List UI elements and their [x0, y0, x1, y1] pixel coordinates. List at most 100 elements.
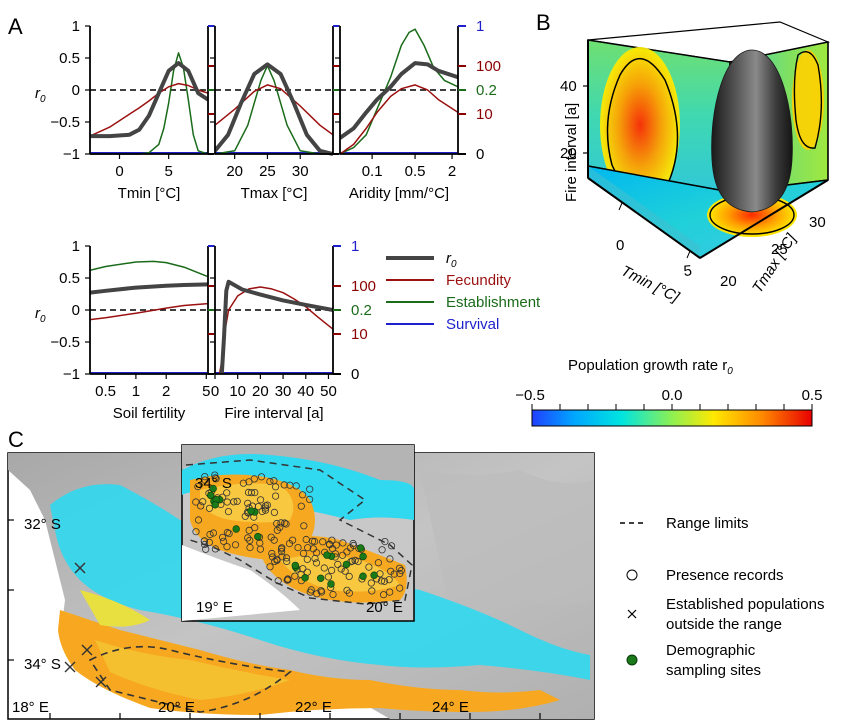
- series-soil-fecundity: [90, 302, 208, 321]
- series-fire-r0: [219, 279, 333, 375]
- component-tick-label: 0: [351, 366, 359, 383]
- y-tick-label: 0.5: [59, 50, 80, 67]
- y-tick-label: −0.5: [50, 114, 80, 131]
- component-tick-label: 100: [351, 278, 376, 295]
- plot-aridity: 0.1 0.5 2 Aridity [mm/°C]: [335, 25, 459, 202]
- b-xtick-0: 0: [616, 237, 624, 254]
- y-tick-label: 0: [72, 82, 80, 99]
- panel-d-inset: 34° S 19° E 20° E: [181, 444, 415, 622]
- series-soil-r0: [90, 282, 208, 295]
- b-ztick-20: 20: [720, 273, 737, 290]
- series-tmin-establishment: [90, 52, 208, 155]
- x-label-soil: Soil fertility: [113, 405, 186, 422]
- x-label-tmax: Tmax [°C]: [241, 185, 308, 202]
- legend-c-item: Range limits: [620, 515, 749, 532]
- component-tick-label: 10: [351, 326, 368, 343]
- legend-a-label: Establishment: [446, 294, 541, 311]
- map-lat-34: 34° S: [24, 656, 61, 673]
- x-tick-label: 5: [202, 383, 210, 400]
- inset-lon-20: 20° E: [366, 599, 403, 616]
- map-lon-20: 20° E: [158, 699, 195, 716]
- x-tick-label: 50: [320, 383, 337, 400]
- x-tick-label: 40: [297, 383, 314, 400]
- y-tick-label: 1: [72, 238, 80, 255]
- series-aridity-fecundity: [340, 84, 458, 155]
- colorbar-tick-mid: 0.0: [662, 387, 683, 404]
- component-tick-label: 0.2: [351, 302, 372, 319]
- colorbar-tick-min: −0.5: [515, 387, 545, 404]
- x-tick-label: 5: [164, 163, 172, 180]
- legend-c-item: Established populations outside the range: [627, 596, 824, 633]
- b-ylabel: Fire interval [a]: [563, 103, 580, 202]
- y-tick-label: 0.5: [59, 270, 80, 287]
- series-tmin-r0: [90, 61, 208, 139]
- legend-c-label: Established populations outside the range: [666, 596, 824, 633]
- plot-tmin: −1 −0.5 0 0.5 1 0 5 Tmin [°C]: [50, 18, 209, 202]
- plot-tmax: 20 25 30 Tmax [°C]: [210, 25, 334, 202]
- x-tick-label: 10: [229, 383, 246, 400]
- legend-a-label: r0: [446, 250, 457, 270]
- x-label-tmin: Tmin [°C]: [118, 185, 181, 202]
- inset-lon-19: 19° E: [196, 599, 233, 616]
- legend-c-item: Presence records: [626, 567, 784, 584]
- x-tick-label: 20: [252, 383, 269, 400]
- inset-lat-34: 34° S: [195, 475, 232, 492]
- component-tick-label: 0.2: [476, 82, 497, 99]
- y-tick-label: 1: [72, 18, 80, 35]
- legend-c-label: Range limits: [666, 515, 749, 532]
- x-tick-label: 0.1: [362, 163, 383, 180]
- y-tick-label: 0: [72, 302, 80, 319]
- component-tick-label: 1: [351, 238, 359, 255]
- component-tick-label: 10: [476, 106, 493, 123]
- series-aridity-r0: [340, 61, 458, 140]
- legend-c: Range limits Presence records Established …: [620, 515, 824, 679]
- x-tick-label: 30: [292, 163, 309, 180]
- legend-a-label: Survival: [446, 316, 499, 333]
- b-xtick-5: 5: [683, 262, 693, 280]
- x-label-aridity: Aridity [mm/°C]: [349, 185, 449, 202]
- x-tick-label: 2: [448, 163, 456, 180]
- panel-label-b: B: [536, 10, 551, 35]
- r0-axis-label-bottom: r0: [35, 305, 46, 325]
- series-tmax-r0: [215, 62, 333, 156]
- plot-fire: 0 10 20 30 40 50 Fire interval [a]: [210, 245, 337, 422]
- b-ytick-20: 20: [560, 145, 577, 162]
- legend-c-item: Demographic sampling sites: [626, 642, 761, 679]
- series-tmax-establishment: [215, 64, 333, 155]
- x-tick-label: 2: [162, 383, 170, 400]
- x-tick-label: 0: [115, 163, 123, 180]
- b-ztick-30: 30: [809, 214, 826, 231]
- colorbar-title: Population growth rate r0: [568, 357, 733, 377]
- colorbar-tick-max: 0.5: [802, 387, 823, 404]
- legend-a: r0 Fecundity Establishment Survival: [386, 250, 541, 333]
- x-tick-label: 20: [226, 163, 243, 180]
- b-ztick-25: 25: [771, 241, 788, 258]
- component-tick-label: 0: [476, 146, 484, 163]
- b-ytick-40: 40: [560, 78, 577, 95]
- legend-c-label: Demographic sampling sites: [666, 642, 761, 679]
- x-tick-label: 0.5: [95, 383, 116, 400]
- y-tick-label: −1: [63, 146, 80, 163]
- x-tick-label: 0.5: [405, 163, 426, 180]
- panel-b-3d-plot: 40 20 0 5 20 25 30: [560, 21, 831, 290]
- legend-c-label: Presence records: [666, 567, 784, 584]
- series-aridity-establishment: [340, 28, 458, 155]
- map-lon-24: 24° E: [432, 699, 469, 716]
- y-tick-label: −0.5: [50, 334, 80, 351]
- colorbar: Population growth rate r0 −0.5 0.0 0.5: [515, 357, 823, 427]
- panel-label-c: C: [8, 427, 24, 452]
- panel-label-a: A: [8, 14, 23, 39]
- y-tick-label: −1: [63, 366, 80, 383]
- x-tick-label: 1: [132, 383, 140, 400]
- map-lon-22: 22° E: [295, 699, 332, 716]
- b-xlabel: Tmin [°C]: [618, 262, 682, 306]
- x-tick-label: 25: [259, 163, 276, 180]
- map-lat-32: 32° S: [24, 516, 61, 533]
- map-lon-18: 18° E: [12, 699, 49, 716]
- x-tick-label: 0: [211, 383, 219, 400]
